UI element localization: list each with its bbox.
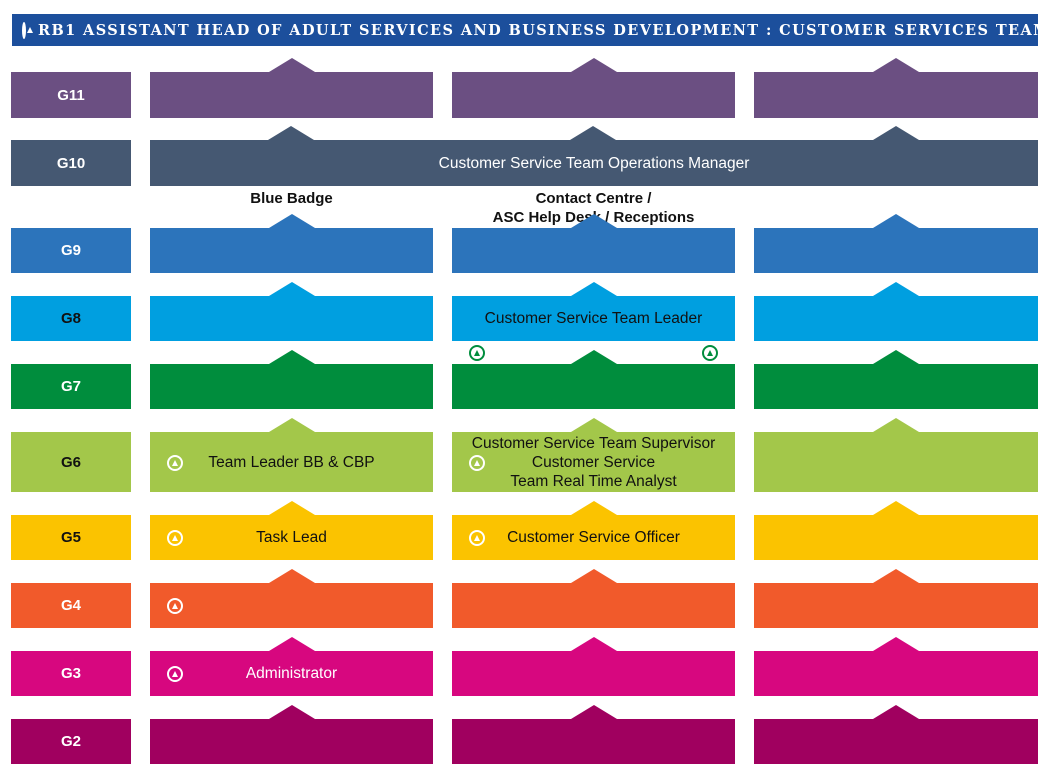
progression-up-icon xyxy=(702,345,718,361)
g10-arrow-tip xyxy=(873,126,919,140)
g9-third-column-box xyxy=(754,214,1038,273)
column-header-blue-badge: Blue Badge xyxy=(250,190,333,207)
g5-contact-centre-box: Customer Service Officer xyxy=(452,501,735,560)
g7-third-column-box xyxy=(754,350,1038,409)
page-title: RB1 ASSISTANT HEAD OF ADULT SERVICES AND… xyxy=(38,21,1045,39)
role-team-leader: Customer Service Team Leader xyxy=(484,310,703,327)
g3-contact-centre-box xyxy=(452,637,735,696)
g8-contact-centre-box: Customer Service Team Leader xyxy=(452,282,735,341)
g11-blue-badge-box xyxy=(150,58,433,118)
g2-contact-centre-box xyxy=(452,705,735,764)
g9-blue-badge-box xyxy=(150,214,433,273)
g5-blue-badge-box: Task Lead xyxy=(150,501,433,560)
g6-contact-centre-box: Customer Service Team Supervisor Custome… xyxy=(452,418,735,492)
grade-label-g8: G8 xyxy=(11,296,131,341)
grade-label-g4: G4 xyxy=(11,583,131,628)
progression-up-icon xyxy=(469,455,485,471)
role-supervisor-and-analyst: Customer Service Team Supervisor Custome… xyxy=(471,434,716,490)
role-task-lead: Task Lead xyxy=(256,529,327,546)
role-administrator: Administrator xyxy=(245,665,338,682)
progression-up-icon xyxy=(167,455,183,471)
progression-up-icon xyxy=(167,666,183,682)
grade-label-g11: G11 xyxy=(11,72,131,118)
g3-third-column-box xyxy=(754,637,1038,696)
grade-label-g7: G7 xyxy=(11,364,131,409)
g10-operations-manager-box: Customer Service Team Operations Manager xyxy=(150,140,1038,186)
g4-contact-centre-box xyxy=(452,569,735,628)
g5-third-column-box xyxy=(754,501,1038,560)
progression-up-icon xyxy=(167,530,183,546)
progression-up-icon xyxy=(469,530,485,546)
grade-label-g2: G2 xyxy=(11,719,131,764)
g10-arrow-tip xyxy=(570,126,616,140)
g4-third-column-box xyxy=(754,569,1038,628)
g7-contact-centre-box xyxy=(452,350,735,409)
g11-contact-centre-box xyxy=(452,58,735,118)
role-customer-service-officer: Customer Service Officer xyxy=(507,529,680,546)
g7-blue-badge-box xyxy=(150,350,433,409)
g10-arrow-tip xyxy=(268,126,314,140)
role-operations-manager: Customer Service Team Operations Manager xyxy=(438,154,750,172)
g6-third-column-box xyxy=(754,418,1038,492)
up-arrow-circle-icon xyxy=(22,21,33,39)
grade-label-g10: G10 xyxy=(11,140,131,186)
g11-third-column-box xyxy=(754,58,1038,118)
g8-blue-badge-box xyxy=(150,282,433,341)
g6-blue-badge-box: Team Leader BB & CBP xyxy=(150,418,433,492)
role-team-leader-bb-cbp: Team Leader BB & CBP xyxy=(208,453,375,471)
grade-label-g9: G9 xyxy=(11,228,131,273)
g2-third-column-box xyxy=(754,705,1038,764)
grade-label-g5: G5 xyxy=(11,515,131,560)
page-header: RB1 ASSISTANT HEAD OF ADULT SERVICES AND… xyxy=(12,14,1045,46)
grade-label-g6: G6 xyxy=(11,432,131,492)
g4-blue-badge-box xyxy=(150,569,433,628)
g8-third-column-box xyxy=(754,282,1038,341)
g9-contact-centre-box xyxy=(452,214,735,273)
g2-blue-badge-box xyxy=(150,705,433,764)
progression-up-icon xyxy=(469,345,485,361)
progression-up-icon xyxy=(167,598,183,614)
grade-label-g3: G3 xyxy=(11,651,131,696)
g3-blue-badge-box: Administrator xyxy=(150,637,433,696)
